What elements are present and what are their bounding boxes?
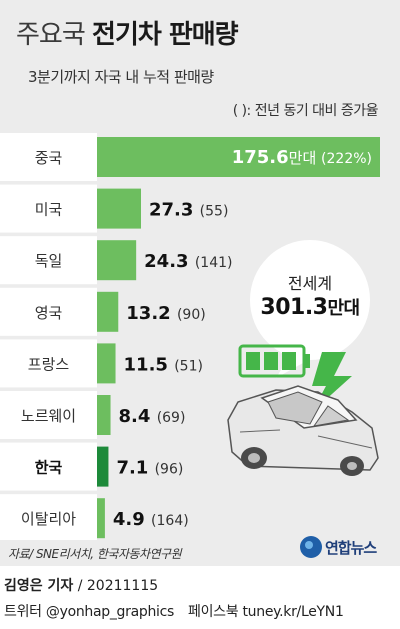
byline-date: / 20211115 [73,578,159,594]
data-label: 4.9 (164) [113,509,189,530]
category-label: 한국 [35,459,63,477]
title-light: 주요국 [16,20,86,50]
bar [97,137,380,177]
data-label: 7.1 (96) [116,458,183,479]
category-label: 영국 [35,304,63,322]
data-label: 8.4 (69) [119,406,186,427]
data-label: 13.2 (90) [126,303,205,324]
yonhap-logo: 연합뉴스 [300,536,377,558]
ev-illustration [227,240,379,476]
category-label: 프랑스 [28,355,70,373]
bar-chart: 중국 175.6만대 (222%) 미국 27.3 (55) 독일 24.3 (141) 영… [0,133,380,540]
data-label: 24.3 (141) [144,251,232,272]
social-links: 트위터 @yonhap_graphics 페이스북 tuney.kr/LeYN1 [4,601,344,621]
category-label: 이탈리아 [21,510,76,528]
bar-rows: 중국 175.6만대 (222%) 미국 27.3 (55) 독일 24.3 (141) 영… [0,133,380,540]
callout-text: 전세계 301.3만대 [248,270,372,320]
category-label-bg [0,287,97,336]
bar [97,395,111,435]
page-title: 주요국 전기차 판매량 [16,14,239,51]
twitter-link[interactable]: 트위터 @yonhap_graphics [4,604,175,620]
bar [97,291,119,332]
yonhap-logo-icon [300,536,322,558]
source-note: 자료/ SNE리서치, 한국자동차연구원 [8,547,182,561]
callout-label: 전세계 [287,274,333,293]
callout-bubble [250,240,370,360]
byline-name: 김영은 기자 [4,578,74,594]
category-label: 중국 [35,149,63,167]
bar [97,343,116,384]
data-label: 11.5 (51) [124,354,203,375]
title-bold: 전기차 판매량 [92,20,239,50]
category-label-bg [0,184,97,233]
category-label-bg [0,133,97,181]
bar [97,240,137,281]
facebook-link[interactable]: 페이스북 tuney.kr/LeYN1 [188,604,344,620]
legend-note: ( ): 전년 동기 대비 증가율 [232,103,379,119]
category-label-bg [0,494,97,540]
byline: 김영은 기자 / 20211115 [4,575,158,595]
yonhap-logo-text: 연합뉴스 [325,538,377,557]
bar [97,498,105,539]
data-label: 27.3 (55) [149,200,228,221]
car-icon [227,385,379,476]
category-label: 노르웨이 [21,407,76,425]
category-label-bg [0,391,97,439]
callout-number: 301.3 [260,295,328,320]
bar [97,446,109,487]
bar [97,188,141,229]
category-label: 미국 [35,201,63,219]
category-label-bg [0,442,97,491]
category-label-bg [0,339,97,388]
category-label-bg [0,236,97,285]
category-label: 독일 [35,252,63,270]
data-label: 175.6만대 (222%) [232,147,372,168]
battery-icon [238,344,310,378]
callout-unit: 만대 [327,298,360,319]
callout-value: 301.3만대 [248,294,372,320]
chart-subtitle: 3분기까지 자국 내 누적 판매량 [28,68,214,86]
